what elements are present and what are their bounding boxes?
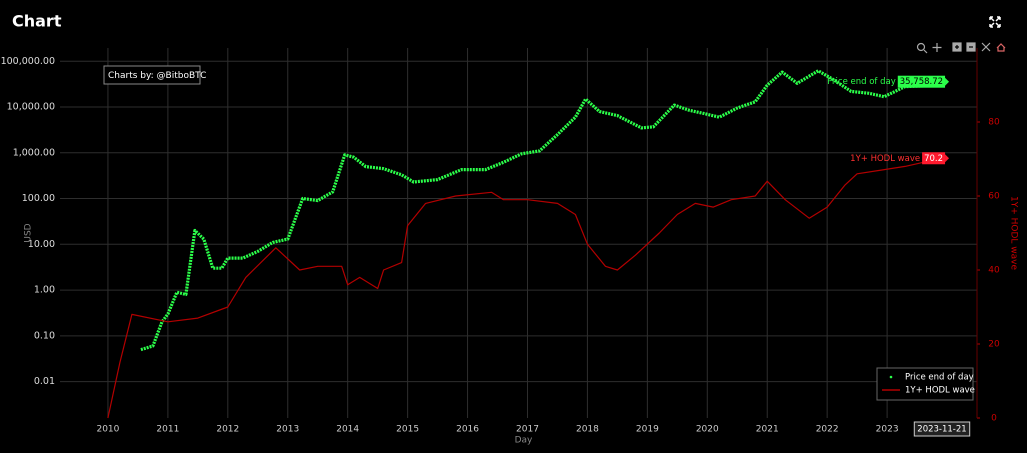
zoom-in-button[interactable] <box>952 42 962 52</box>
x-tick-label: 2015 <box>396 425 419 435</box>
x-tick-label: 2010 <box>96 425 119 435</box>
x-tick-label: 2023 <box>876 425 899 435</box>
pan-button[interactable] <box>932 43 942 52</box>
legend-swatch <box>889 375 893 379</box>
plot-area: 2010 2011 2012 2013 2014 2015 2016 2017 2018 2019… <box>1 48 1019 446</box>
y2-tick-label: 60 <box>988 192 1000 202</box>
credit-text: Charts by: @BitboBTC <box>108 71 206 81</box>
y-axis-label: USD <box>24 223 34 242</box>
legend-box <box>876 367 974 401</box>
x-tick-label: 2018 <box>576 425 599 435</box>
x-tick-label: 2012 <box>216 425 239 435</box>
legend-label: Price end of day <box>905 373 974 383</box>
end-name-label: Price end of day <box>827 77 896 87</box>
y2-tick-label: 80 <box>988 118 1000 128</box>
end-value-arrow <box>945 77 950 86</box>
toolbar <box>916 42 1006 54</box>
end-name-label: 1Y+ HODL wave <box>850 154 920 164</box>
end-value-box <box>897 75 946 88</box>
crosshair: 2023-11-21 <box>913 421 971 437</box>
end-label: 70.2 1Y+ HODL wave <box>850 152 950 165</box>
y-tick-label: 1.00 <box>34 285 55 296</box>
zoom-button[interactable] <box>916 42 928 54</box>
x-tick-label: 2017 <box>516 425 539 435</box>
end-value-arrow <box>945 154 950 163</box>
y-tick-label: 100,000.00 <box>1 56 55 67</box>
y2-axis-label: 1Y+ HODL wave <box>1009 196 1019 270</box>
y-tick-label: 0.10 <box>34 330 55 341</box>
y2-tick-label: 0 <box>991 414 997 424</box>
end-value-label: 70.2 <box>924 154 943 164</box>
page-title: Chart <box>12 12 62 31</box>
crosshair-box <box>913 421 971 437</box>
end-label: 35,758.72 Price end of day <box>827 75 950 88</box>
end-value-box <box>922 152 946 165</box>
x-tick-label: 2020 <box>696 425 719 435</box>
x-tick-label: 2013 <box>276 425 299 435</box>
x-tick-label: 2022 <box>816 425 839 435</box>
y-tick-label: 1,000.00 <box>13 147 55 158</box>
reset-button[interactable] <box>996 43 1006 52</box>
expand-icon[interactable] <box>989 16 1001 28</box>
legend-label: 1Y+ HODL wave <box>905 386 975 396</box>
x-tick-label: 2014 <box>336 425 359 435</box>
crosshair-label: 2023-11-21 <box>917 425 966 435</box>
y2-tick-label: 20 <box>988 340 1000 350</box>
end-value-label: 35,758.72 <box>900 77 943 87</box>
series-line <box>107 157 942 419</box>
y-tick-label: 10,000.00 <box>7 102 55 113</box>
y-tick-label: 0.01 <box>34 376 55 387</box>
series-line <box>140 69 942 352</box>
autoscale-button[interactable] <box>981 42 991 52</box>
x-tick-label: 2021 <box>756 425 779 435</box>
y-tick-label: 100.00 <box>22 193 55 204</box>
zoom-out-button[interactable] <box>966 42 976 52</box>
x-axis-label: Day <box>515 436 533 446</box>
y-tick-label: 10.00 <box>28 239 55 250</box>
x-tick-label: 2016 <box>456 425 479 435</box>
x-tick-label: 2011 <box>156 425 179 435</box>
credit-box <box>103 65 201 85</box>
x-tick-label: 2019 <box>636 425 659 435</box>
y2-tick-label: 40 <box>988 266 1000 276</box>
